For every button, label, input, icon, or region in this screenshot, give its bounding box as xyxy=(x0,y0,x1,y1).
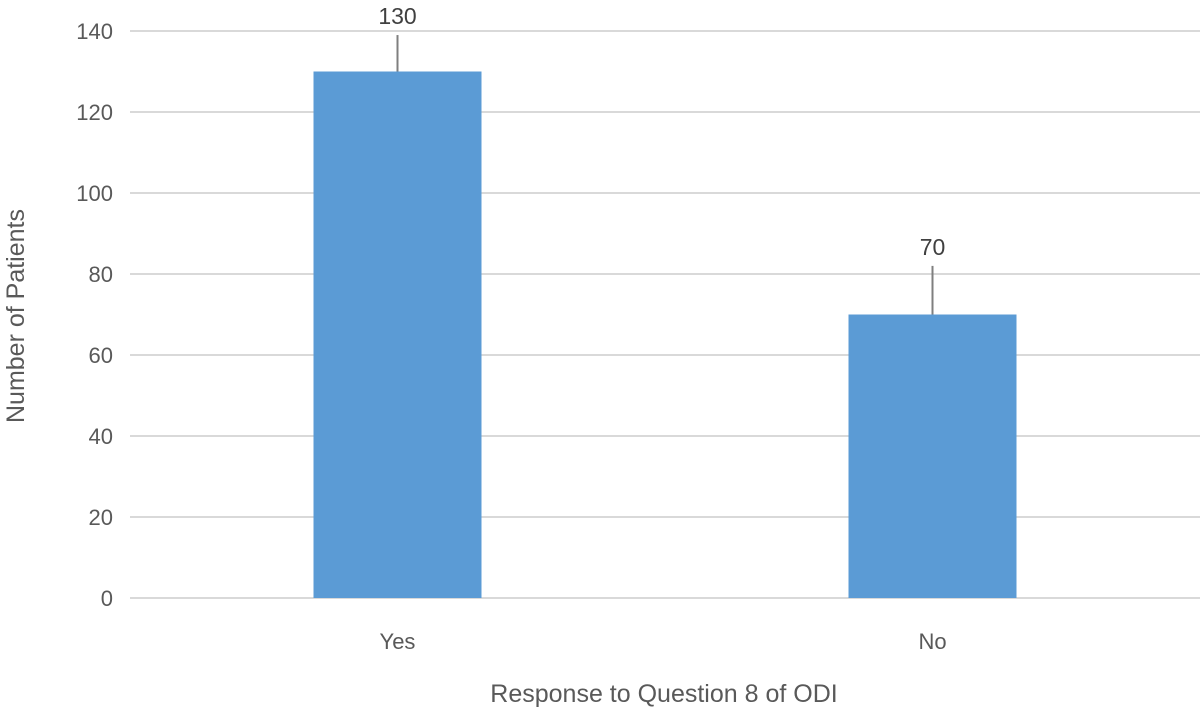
x-axis-ticks: Yes No xyxy=(380,629,947,654)
bar-no xyxy=(848,314,1017,598)
x-tick-label: Yes xyxy=(380,629,416,654)
bar-yes xyxy=(313,71,482,598)
data-label: 70 xyxy=(920,234,946,260)
y-axis-ticks: 0 20 40 60 80 100 120 140 xyxy=(76,19,113,611)
y-tick-label: 0 xyxy=(101,586,113,611)
gridlines xyxy=(130,30,1200,599)
y-tick-label: 140 xyxy=(76,19,113,44)
y-tick-label: 40 xyxy=(89,424,113,449)
y-tick-label: 20 xyxy=(89,505,113,530)
data-label: 130 xyxy=(378,3,416,29)
y-axis-title: Number of Patients xyxy=(2,209,30,423)
y-tick-label: 80 xyxy=(89,262,113,287)
y-tick-label: 120 xyxy=(76,100,113,125)
error-bars xyxy=(396,35,934,315)
y-tick-label: 60 xyxy=(89,343,113,368)
x-axis-title: Response to Question 8 of ODI xyxy=(490,680,837,708)
bars xyxy=(313,71,1017,598)
x-tick-label: No xyxy=(918,629,946,654)
y-tick-label: 100 xyxy=(76,181,113,206)
data-labels: 130 70 xyxy=(378,3,945,260)
